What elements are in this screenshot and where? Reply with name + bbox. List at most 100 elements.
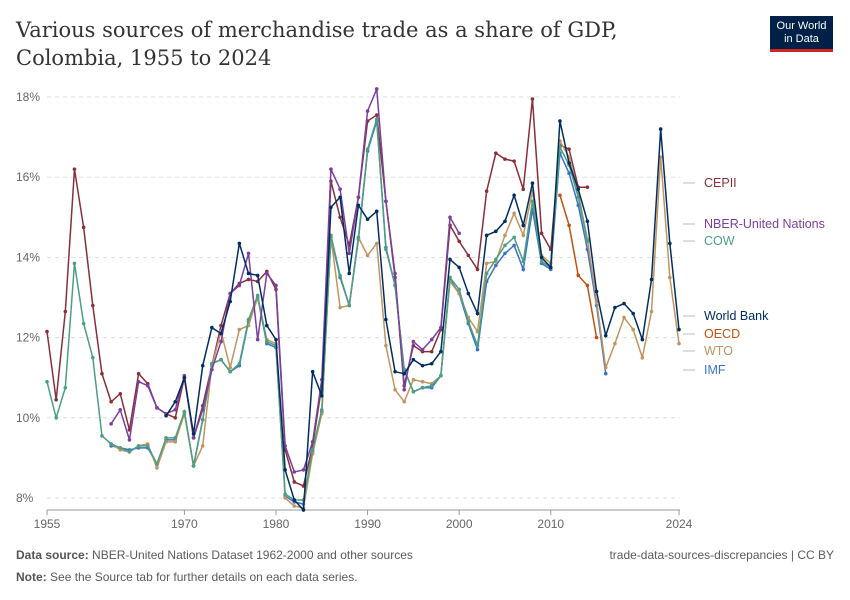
- data-point[interactable]: [658, 155, 663, 159]
- data-point[interactable]: [548, 265, 553, 270]
- data-point[interactable]: [503, 157, 507, 161]
- data-point[interactable]: [512, 211, 516, 216]
- data-point[interactable]: [374, 117, 379, 121]
- data-point[interactable]: [265, 271, 269, 276]
- data-point[interactable]: [365, 217, 370, 222]
- data-point[interactable]: [512, 159, 516, 163]
- data-point[interactable]: [420, 385, 425, 390]
- data-point[interactable]: [429, 349, 434, 354]
- data-point[interactable]: [274, 337, 278, 342]
- data-point[interactable]: [494, 257, 498, 262]
- data-point[interactable]: [347, 251, 352, 256]
- data-point[interactable]: [521, 233, 526, 238]
- data-point[interactable]: [603, 365, 608, 370]
- data-point[interactable]: [429, 337, 434, 342]
- data-point[interactable]: [63, 309, 68, 314]
- series-label[interactable]: NBER-United Nations: [704, 217, 825, 231]
- data-point[interactable]: [155, 466, 159, 470]
- data-point[interactable]: [173, 407, 178, 412]
- data-point[interactable]: [237, 327, 242, 332]
- data-point[interactable]: [301, 468, 306, 472]
- data-point[interactable]: [457, 287, 461, 292]
- data-point[interactable]: [246, 271, 251, 276]
- data-point[interactable]: [136, 444, 141, 448]
- data-point[interactable]: [668, 241, 672, 246]
- data-point[interactable]: [200, 444, 205, 448]
- data-point[interactable]: [356, 235, 361, 240]
- license[interactable]: trade-data-sources-discrepancies | CC BY: [609, 548, 834, 562]
- data-point[interactable]: [265, 323, 269, 328]
- data-point[interactable]: [384, 247, 388, 252]
- data-point[interactable]: [310, 448, 315, 452]
- data-point[interactable]: [457, 265, 461, 270]
- data-point[interactable]: [585, 185, 590, 190]
- data-point[interactable]: [90, 303, 95, 308]
- data-point[interactable]: [457, 231, 461, 236]
- data-point[interactable]: [255, 293, 260, 298]
- data-point[interactable]: [191, 436, 196, 440]
- data-point[interactable]: [283, 468, 287, 472]
- data-point[interactable]: [677, 327, 681, 332]
- data-point[interactable]: [109, 399, 113, 404]
- data-point[interactable]: [668, 275, 672, 280]
- data-point[interactable]: [521, 259, 526, 264]
- data-point[interactable]: [503, 219, 507, 224]
- data-point[interactable]: [567, 161, 571, 165]
- data-point[interactable]: [136, 379, 141, 384]
- data-point[interactable]: [72, 261, 77, 266]
- data-point[interactable]: [164, 436, 168, 440]
- data-point[interactable]: [301, 508, 306, 512]
- data-point[interactable]: [466, 253, 471, 258]
- data-point[interactable]: [338, 187, 342, 192]
- data-point[interactable]: [173, 399, 178, 404]
- series-line[interactable]: [110, 120, 607, 505]
- data-point[interactable]: [475, 343, 480, 348]
- data-point[interactable]: [246, 251, 251, 256]
- data-point[interactable]: [411, 389, 416, 394]
- data-point[interactable]: [136, 371, 141, 376]
- data-point[interactable]: [402, 387, 407, 392]
- data-point[interactable]: [72, 167, 77, 171]
- data-point[interactable]: [512, 243, 516, 248]
- data-point[interactable]: [429, 361, 434, 366]
- data-point[interactable]: [374, 113, 379, 117]
- data-point[interactable]: [622, 315, 626, 320]
- data-point[interactable]: [228, 299, 232, 304]
- data-point[interactable]: [622, 301, 626, 306]
- data-point[interactable]: [219, 357, 223, 362]
- data-point[interactable]: [439, 325, 443, 330]
- data-point[interactable]: [393, 271, 397, 276]
- data-point[interactable]: [219, 323, 223, 328]
- data-point[interactable]: [484, 189, 489, 194]
- data-point[interactable]: [393, 387, 397, 392]
- data-point[interactable]: [658, 127, 663, 131]
- data-point[interactable]: [164, 413, 168, 418]
- data-point[interactable]: [475, 329, 480, 334]
- data-point[interactable]: [145, 444, 150, 448]
- data-point[interactable]: [219, 339, 223, 344]
- data-point[interactable]: [155, 462, 159, 466]
- data-point[interactable]: [338, 215, 342, 220]
- series-label[interactable]: COW: [704, 234, 735, 248]
- data-point[interactable]: [448, 257, 452, 262]
- data-point[interactable]: [631, 327, 636, 332]
- data-point[interactable]: [439, 373, 443, 378]
- data-point[interactable]: [246, 277, 251, 282]
- data-point[interactable]: [420, 347, 425, 352]
- data-point[interactable]: [283, 496, 287, 500]
- data-point[interactable]: [100, 434, 104, 438]
- data-point[interactable]: [200, 407, 205, 412]
- data-point[interactable]: [512, 235, 516, 240]
- data-point[interactable]: [200, 363, 205, 368]
- data-point[interactable]: [356, 203, 361, 208]
- data-point[interactable]: [585, 283, 590, 288]
- data-point[interactable]: [503, 251, 507, 256]
- series-label[interactable]: OECD: [704, 327, 740, 341]
- data-point[interactable]: [127, 450, 132, 454]
- data-point[interactable]: [237, 361, 242, 366]
- data-point[interactable]: [503, 243, 507, 248]
- data-point[interactable]: [567, 147, 571, 151]
- data-point[interactable]: [182, 409, 187, 414]
- data-point[interactable]: [475, 267, 480, 272]
- data-point[interactable]: [374, 209, 379, 214]
